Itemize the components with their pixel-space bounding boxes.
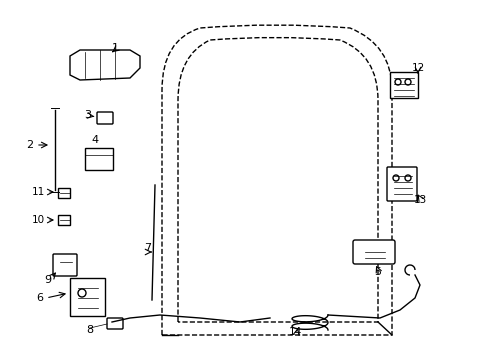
Text: 3: 3: [84, 110, 91, 120]
Text: 13: 13: [412, 195, 426, 205]
Text: 10: 10: [31, 215, 44, 225]
Text: 5: 5: [374, 267, 381, 277]
FancyBboxPatch shape: [53, 254, 77, 276]
Text: 11: 11: [31, 187, 44, 197]
Circle shape: [392, 175, 398, 181]
Text: 4: 4: [91, 135, 99, 145]
Text: 7: 7: [144, 243, 151, 253]
FancyBboxPatch shape: [386, 167, 416, 201]
Circle shape: [404, 175, 410, 181]
Circle shape: [78, 289, 86, 297]
Text: 1: 1: [111, 43, 118, 53]
Text: 6: 6: [37, 293, 43, 303]
Bar: [58, 215, 70, 225]
FancyBboxPatch shape: [97, 112, 113, 124]
Bar: [85, 148, 113, 170]
Text: 2: 2: [26, 140, 34, 150]
Text: 8: 8: [86, 325, 93, 335]
FancyBboxPatch shape: [107, 318, 123, 329]
Text: 14: 14: [288, 327, 301, 337]
Bar: [389, 72, 417, 98]
Bar: [70, 278, 105, 316]
Circle shape: [404, 79, 410, 85]
FancyBboxPatch shape: [352, 240, 394, 264]
Text: 9: 9: [44, 275, 51, 285]
Text: 12: 12: [410, 63, 424, 73]
Circle shape: [394, 79, 400, 85]
Bar: [58, 188, 70, 198]
